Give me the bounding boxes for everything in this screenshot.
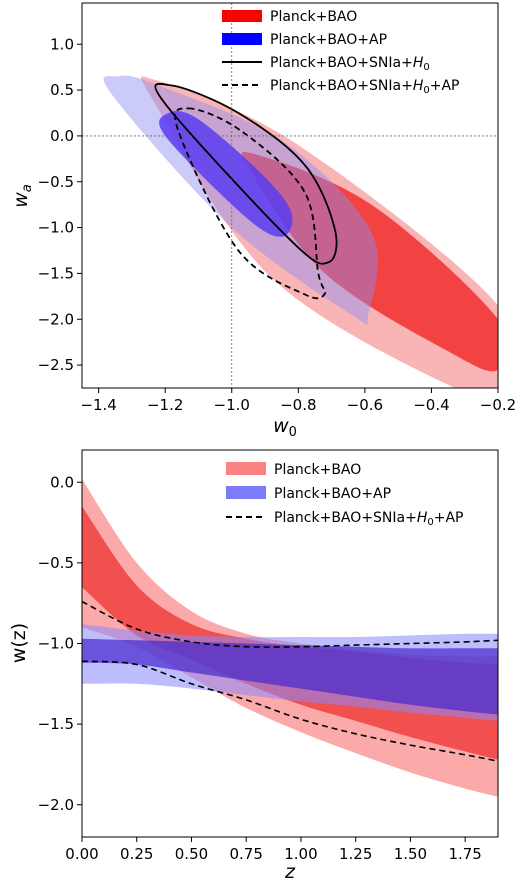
top-x-tick-label: −0.2 (480, 396, 516, 414)
bottom-y-tick-label: −1.0 (38, 635, 74, 653)
bottom-x-axis-label: z (284, 861, 296, 883)
top-legend: Planck+BAO Planck+BAO+AP Planck+BAO+SNIa+H… (222, 9, 459, 96)
top-y-tick-label: −2.0 (38, 310, 74, 328)
bottom-x-tick-label: 0.75 (230, 845, 263, 863)
legend-label: Planck+BAO+AP (274, 486, 391, 502)
top-x-axis-label: w0 (273, 415, 297, 440)
dashed-contour (174, 107, 327, 300)
blue-1sigma-region (159, 111, 293, 237)
top-plot-area (82, 3, 498, 388)
legend-label: Planck+BAO (270, 9, 357, 25)
top-y-tick-label: −1.5 (38, 264, 74, 282)
top-y-tick-label: −1.0 (38, 219, 74, 237)
bottom-x-tick-label: 1.75 (448, 845, 481, 863)
top-y-axis-label: wa (10, 184, 35, 208)
bottom-ticks: 0.00 0.25 0.50 0.75 1.00 1.25 1.50 1.75 0.0 −0.5 −… (38, 473, 482, 863)
panel-bottom: 0.00 0.25 0.50 0.75 1.00 1.25 1.50 1.75 0.0 −0.5 −… (8, 449, 499, 883)
legend-swatch-blue (222, 33, 262, 45)
top-y-tick-label: −0.5 (38, 173, 74, 191)
top-x-tick-label: −1.4 (80, 396, 116, 414)
bottom-x-tick-label: 1.50 (394, 845, 427, 863)
legend-swatch-blue (226, 486, 266, 499)
panel-top: −1.4 −1.2 −1.0 −0.8 −0.6 −0.4 −0.2 1.0 0.5 0.0 −0.… (10, 2, 517, 440)
legend-label: Planck+BAO+SNIa+H0+AP (270, 78, 459, 96)
top-y-tick-label: 0.5 (50, 81, 74, 99)
legend-label: Planck+BAO (274, 462, 361, 478)
top-x-tick-label: −1.2 (147, 396, 183, 414)
legend-label: Planck+BAO+AP (270, 32, 387, 48)
top-x-tick-label: −1.0 (214, 396, 250, 414)
blue-inner-band (82, 638, 498, 715)
legend-swatch-red (226, 462, 266, 475)
top-x-tick-label: −0.8 (280, 396, 316, 414)
top-x-tick-label: −0.6 (347, 396, 383, 414)
top-axes-frame (81, 2, 499, 389)
bottom-y-tick-label: −0.5 (38, 554, 74, 572)
bottom-x-tick-label: 1.25 (339, 845, 372, 863)
legend-swatch-red (222, 10, 262, 22)
top-y-tick-label: 0.0 (50, 127, 74, 145)
bottom-y-tick-label: 0.0 (50, 473, 74, 491)
top-y-tick-label: 1.0 (50, 35, 74, 53)
red-1sigma-region (241, 152, 498, 372)
bottom-x-tick-label: 1.00 (284, 845, 317, 863)
bottom-x-tick-label: 0.25 (120, 845, 153, 863)
solid-contour (154, 82, 338, 265)
bottom-plot-area (82, 479, 498, 797)
legend-label: Planck+BAO+SNIa+H0+AP (274, 510, 463, 528)
bottom-y-tick-label: −1.5 (38, 715, 74, 733)
bottom-x-tick-label: 0.50 (175, 845, 208, 863)
bottom-legend: Planck+BAO Planck+BAO+AP Planck+BAO+SNIa+H… (226, 462, 463, 528)
top-y-tick-label: −2.5 (38, 356, 74, 374)
bottom-y-tick-label: −2.0 (38, 796, 74, 814)
top-ticks: −1.4 −1.2 −1.0 −0.8 −0.6 −0.4 −0.2 1.0 0.5 0.0 −0.… (38, 35, 517, 414)
dashed-lower-line (82, 660, 498, 762)
bottom-x-tick-label: 0.00 (65, 845, 98, 863)
bottom-y-axis-label: w(z) (8, 623, 30, 663)
top-x-tick-label: −0.4 (413, 396, 449, 414)
legend-label: Planck+BAO+SNIa+H0 (270, 55, 430, 73)
